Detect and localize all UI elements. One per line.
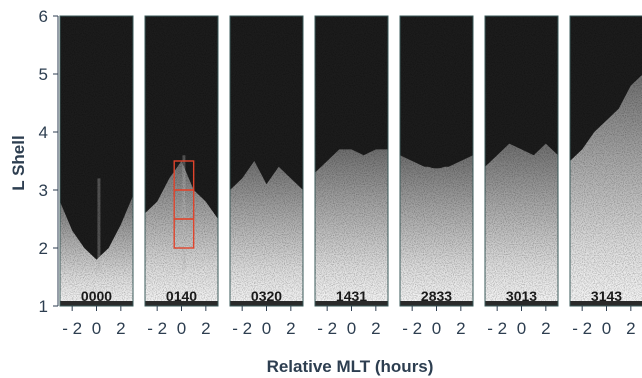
bottom-band: [400, 301, 473, 306]
highlight-box-3: [173, 160, 195, 191]
panel-label: 1431: [336, 288, 367, 304]
x-axis-label: Relative MLT (hours): [267, 357, 434, 376]
x-tick-label: - 2: [572, 319, 592, 338]
panel-3143: 3143: [569, 15, 642, 307]
noise-texture: [570, 16, 642, 306]
panel-0320: 0320: [229, 15, 304, 307]
bottom-band: [145, 301, 218, 306]
x-tick-label: 0: [602, 319, 611, 338]
y-tick-label: 5: [39, 65, 48, 84]
noise-texture: [230, 16, 303, 306]
x-tick-label: - 2: [147, 319, 167, 338]
y-axis-label: L Shell: [9, 135, 28, 190]
panel-2833: 2833: [399, 15, 474, 307]
x-tick-label: - 2: [232, 319, 252, 338]
noise-texture: [485, 16, 558, 306]
panel-label: 0140: [166, 288, 197, 304]
x-tick-label: - 2: [487, 319, 507, 338]
panel-label: 3143: [591, 288, 622, 304]
y-tick-label: 1: [39, 297, 48, 316]
x-tick-label: 0: [177, 319, 186, 338]
x-tick-label: 2: [456, 319, 465, 338]
bottom-band: [570, 301, 642, 306]
noise-texture: [315, 16, 388, 306]
panel-0000: 0000: [59, 15, 134, 307]
x-tick-label: 2: [541, 319, 550, 338]
panel-label: 0320: [251, 288, 282, 304]
x-tick-label: 0: [262, 319, 271, 338]
noise-texture: [60, 16, 133, 306]
x-tick-label: - 2: [402, 319, 422, 338]
y-tick-label: 4: [39, 123, 48, 142]
x-tick-label: 0: [517, 319, 526, 338]
panel-3013: 3013: [484, 15, 559, 307]
x-tick-label: 0: [347, 319, 356, 338]
panel-1431: 1431: [314, 15, 389, 307]
panel-0140: 0140: [144, 15, 219, 307]
y-tick-label: 2: [39, 239, 48, 258]
x-tick-label: 0: [432, 319, 441, 338]
y-tick-label: 3: [39, 181, 48, 200]
bottom-band: [60, 301, 133, 306]
x-tick-label: - 2: [62, 319, 82, 338]
panel-label: 2833: [421, 288, 452, 304]
x-tick-label: 2: [286, 319, 295, 338]
x-tick-label: 2: [116, 319, 125, 338]
x-tick-label: - 2: [317, 319, 337, 338]
bottom-band: [315, 301, 388, 306]
bottom-band: [230, 301, 303, 306]
panel-label: 3013: [506, 288, 537, 304]
noise-texture: [400, 16, 473, 306]
bottom-band: [485, 301, 558, 306]
y-tick-label: 6: [39, 7, 48, 26]
x-tick-label: 2: [371, 319, 380, 338]
x-tick-label: 0: [92, 319, 101, 338]
panel-label: 0000: [81, 288, 112, 304]
x-tick-label: 2: [201, 319, 210, 338]
x-tick-label: 2: [626, 319, 635, 338]
y-axis: 1 2 3 4 5 6: [39, 7, 59, 316]
panels: 0000 0140 0320 1431 2833 3013 3143: [59, 15, 642, 307]
